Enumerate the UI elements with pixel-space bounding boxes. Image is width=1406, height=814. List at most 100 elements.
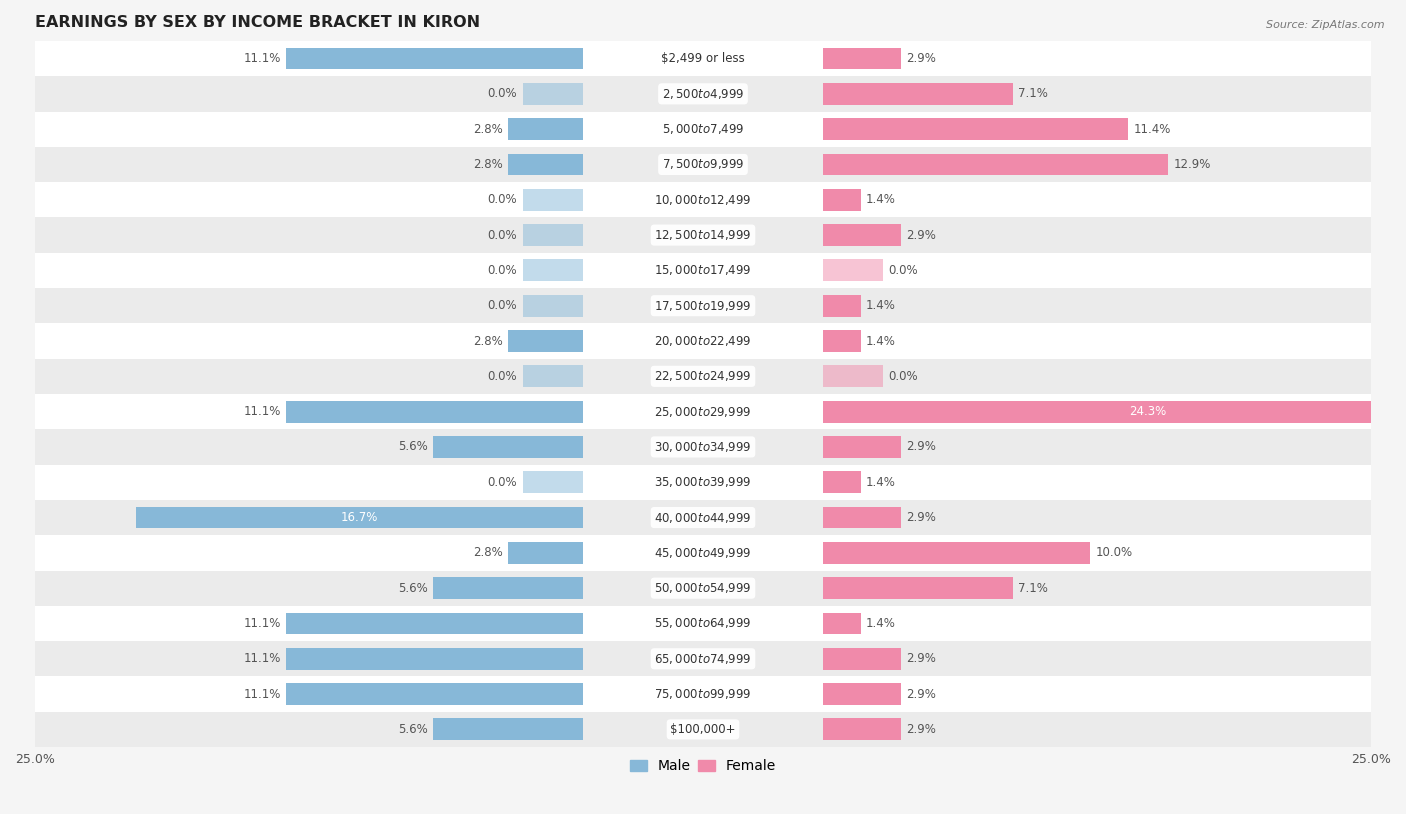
- Text: 2.9%: 2.9%: [905, 52, 936, 65]
- Text: 11.1%: 11.1%: [243, 405, 281, 418]
- Bar: [35, 465, 1371, 500]
- Text: $22,500 to $24,999: $22,500 to $24,999: [654, 370, 752, 383]
- Text: $7,500 to $9,999: $7,500 to $9,999: [662, 157, 744, 172]
- Bar: [35, 571, 1371, 606]
- Text: 10.0%: 10.0%: [1095, 546, 1133, 559]
- Bar: [35, 252, 1371, 288]
- Text: $17,500 to $19,999: $17,500 to $19,999: [654, 299, 752, 313]
- Bar: [824, 365, 883, 387]
- Text: $2,499 or less: $2,499 or less: [661, 52, 745, 65]
- Bar: [824, 542, 1091, 564]
- Text: $25,000 to $29,999: $25,000 to $29,999: [654, 405, 752, 418]
- Bar: [508, 154, 582, 175]
- Bar: [287, 683, 582, 705]
- Text: 5.6%: 5.6%: [398, 440, 427, 453]
- Text: 1.4%: 1.4%: [866, 300, 896, 313]
- Bar: [824, 436, 901, 458]
- Bar: [35, 394, 1371, 429]
- Text: 0.0%: 0.0%: [889, 264, 918, 277]
- Text: $75,000 to $99,999: $75,000 to $99,999: [654, 687, 752, 701]
- Bar: [824, 189, 860, 211]
- Bar: [824, 330, 860, 352]
- Text: $2,500 to $4,999: $2,500 to $4,999: [662, 87, 744, 101]
- Text: 2.9%: 2.9%: [905, 440, 936, 453]
- Bar: [824, 612, 860, 634]
- Bar: [35, 112, 1371, 147]
- Bar: [35, 217, 1371, 252]
- Text: 2.9%: 2.9%: [905, 229, 936, 242]
- Bar: [35, 676, 1371, 711]
- Legend: Male, Female: Male, Female: [624, 754, 782, 779]
- Bar: [508, 542, 582, 564]
- Text: 0.0%: 0.0%: [488, 370, 517, 383]
- Bar: [433, 577, 582, 599]
- Bar: [824, 648, 901, 670]
- Text: 1.4%: 1.4%: [866, 617, 896, 630]
- Bar: [433, 719, 582, 741]
- Bar: [523, 224, 582, 246]
- Text: 0.0%: 0.0%: [488, 264, 517, 277]
- Text: 1.4%: 1.4%: [866, 193, 896, 206]
- Bar: [35, 429, 1371, 465]
- Bar: [824, 224, 901, 246]
- Bar: [523, 365, 582, 387]
- Text: 11.1%: 11.1%: [243, 688, 281, 701]
- Bar: [35, 711, 1371, 747]
- Text: $30,000 to $34,999: $30,000 to $34,999: [654, 440, 752, 454]
- Bar: [523, 471, 582, 493]
- Bar: [824, 400, 1406, 422]
- Text: 7.1%: 7.1%: [1018, 582, 1049, 595]
- Text: $12,500 to $14,999: $12,500 to $14,999: [654, 228, 752, 242]
- Text: $35,000 to $39,999: $35,000 to $39,999: [654, 475, 752, 489]
- Bar: [824, 295, 860, 317]
- Text: 5.6%: 5.6%: [398, 723, 427, 736]
- Bar: [35, 359, 1371, 394]
- Text: Source: ZipAtlas.com: Source: ZipAtlas.com: [1267, 20, 1385, 30]
- Text: 0.0%: 0.0%: [889, 370, 918, 383]
- Bar: [824, 260, 883, 282]
- Text: 2.9%: 2.9%: [905, 511, 936, 524]
- Bar: [508, 118, 582, 140]
- Text: $55,000 to $64,999: $55,000 to $64,999: [654, 616, 752, 631]
- Bar: [35, 182, 1371, 217]
- Text: 16.7%: 16.7%: [340, 511, 378, 524]
- Text: 11.1%: 11.1%: [243, 52, 281, 65]
- Bar: [35, 606, 1371, 641]
- Text: $65,000 to $74,999: $65,000 to $74,999: [654, 652, 752, 666]
- Text: 2.9%: 2.9%: [905, 723, 936, 736]
- Text: 0.0%: 0.0%: [488, 300, 517, 313]
- Bar: [824, 577, 1012, 599]
- Text: $15,000 to $17,499: $15,000 to $17,499: [654, 264, 752, 278]
- Bar: [287, 47, 582, 69]
- Bar: [824, 506, 901, 528]
- Bar: [35, 500, 1371, 535]
- Bar: [523, 83, 582, 105]
- Text: $50,000 to $54,999: $50,000 to $54,999: [654, 581, 752, 595]
- Bar: [287, 612, 582, 634]
- Bar: [824, 471, 860, 493]
- Bar: [35, 41, 1371, 77]
- Text: $10,000 to $12,499: $10,000 to $12,499: [654, 193, 752, 207]
- Bar: [136, 506, 582, 528]
- Text: 2.8%: 2.8%: [472, 123, 502, 136]
- Bar: [508, 330, 582, 352]
- Bar: [287, 400, 582, 422]
- Bar: [824, 719, 901, 741]
- Text: 1.4%: 1.4%: [866, 335, 896, 348]
- Bar: [287, 648, 582, 670]
- Bar: [35, 323, 1371, 359]
- Bar: [35, 535, 1371, 571]
- Text: 2.8%: 2.8%: [472, 546, 502, 559]
- Bar: [35, 288, 1371, 323]
- Bar: [523, 189, 582, 211]
- Text: 11.1%: 11.1%: [243, 617, 281, 630]
- Bar: [35, 77, 1371, 112]
- Bar: [35, 147, 1371, 182]
- Text: $100,000+: $100,000+: [671, 723, 735, 736]
- Bar: [35, 641, 1371, 676]
- Text: 7.1%: 7.1%: [1018, 87, 1049, 100]
- Text: 11.1%: 11.1%: [243, 652, 281, 665]
- Text: 2.8%: 2.8%: [472, 335, 502, 348]
- Text: 11.4%: 11.4%: [1133, 123, 1171, 136]
- Bar: [433, 436, 582, 458]
